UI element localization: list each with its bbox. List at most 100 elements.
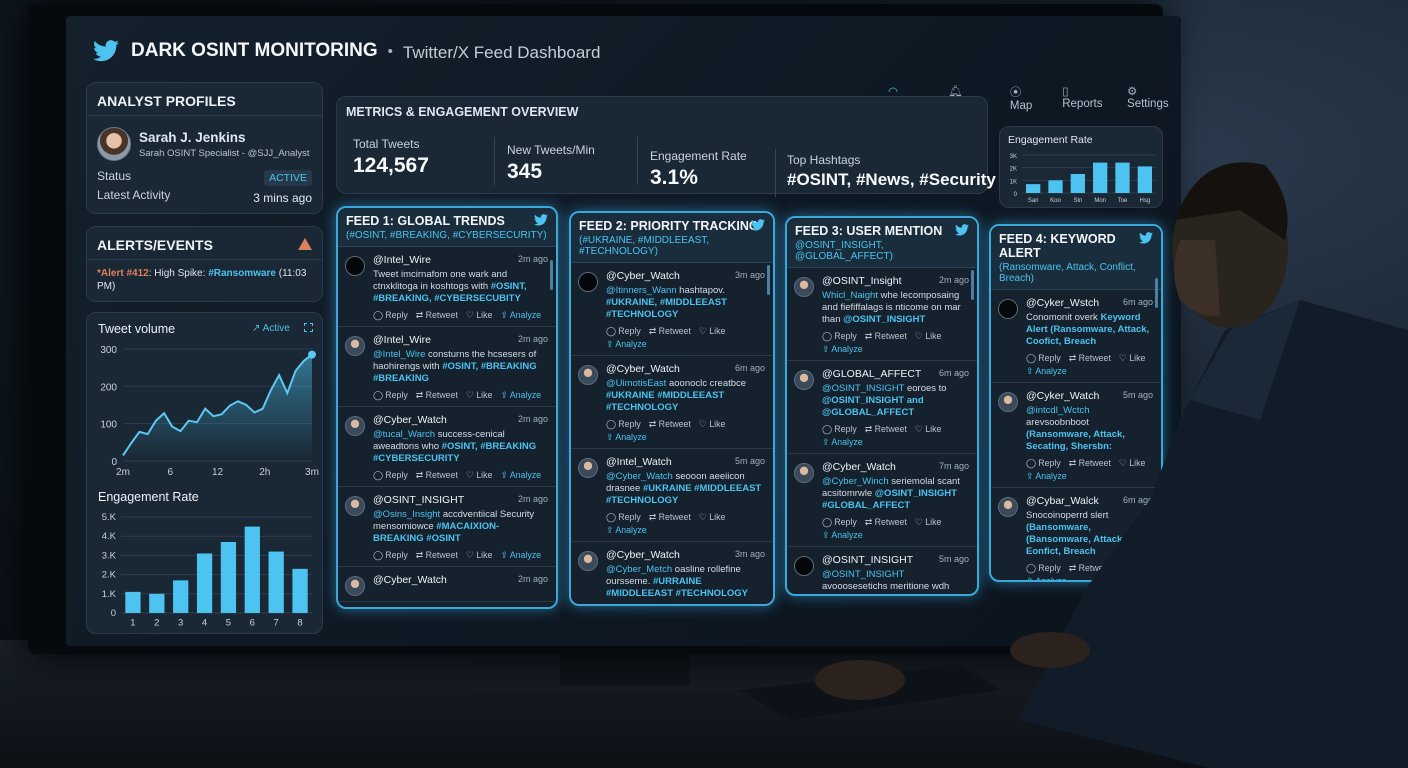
tweet-item[interactable]: @Cyber_Watch 2m ago (338, 567, 556, 602)
avatar[interactable] (345, 336, 365, 356)
like-button[interactable]: ♡ Like (465, 470, 493, 480)
scrollbar[interactable] (550, 260, 553, 290)
like-button[interactable]: ♡ Like (914, 424, 942, 434)
alert-tag[interactable]: #Ransomware (208, 268, 276, 279)
analyze-button[interactable]: ⇪ Analyze (822, 437, 863, 447)
tweet-mention[interactable]: @Intel_Wire (373, 349, 426, 360)
retweet-button[interactable]: ⇄ Retweet (415, 470, 458, 480)
tweet-handle[interactable]: @Cyber_Watch (606, 549, 680, 561)
tweet-tags[interactable]: #OSINT, #BREAKING, #CYBERSECUBITY (373, 281, 527, 304)
analyze-button[interactable]: ⇪ Analyze (606, 339, 647, 349)
reply-button[interactable]: ◯ Reply (1026, 353, 1061, 363)
scrollbar[interactable] (1155, 278, 1158, 308)
reply-button[interactable]: ◯ Reply (822, 424, 857, 434)
retweet-button[interactable]: ⇄ Retweet (1068, 563, 1111, 573)
avatar[interactable] (578, 365, 598, 385)
like-button[interactable]: ♡ Like (1118, 458, 1146, 468)
retweet-button[interactable]: ⇄ Retweet (648, 326, 691, 336)
tweet-item[interactable]: @Intel_Watch 5m ago @Cyber_Watch seooon ae… (571, 449, 773, 542)
expand-icon[interactable] (304, 323, 313, 332)
tweet-handle[interactable]: @Cyber_Watch (373, 414, 447, 426)
tweet-item[interactable]: @OSINT_INSIGHT 5m ago @OSINT_INSIGHT avooo… (787, 547, 977, 594)
tweet-handle[interactable]: @Intel_Wire (373, 254, 431, 266)
avatar[interactable] (578, 551, 598, 571)
tweet-tags[interactable]: (Bansomware, (Bansomware, Attack, Eonfic… (1026, 522, 1125, 557)
tweet-tags[interactable]: #UKRAINE, #MIDDLEEAST #TECHNOLOGY (606, 297, 727, 320)
tweet-item[interactable]: @OSINT_INSIGHT 2m ago @Osins_Insight accdv… (338, 487, 556, 567)
tweet-mention[interactable]: @intcdl_Wctch (1026, 405, 1090, 416)
tweet-handle[interactable]: @OSINT_INSIGHT (822, 554, 914, 566)
avatar[interactable] (998, 497, 1018, 517)
tweet-item[interactable]: @Cyber_Watch 2m ago @tucal_Warch success-c… (338, 407, 556, 487)
avatar[interactable] (578, 458, 598, 478)
tweet-tags[interactable]: @OSINT_INSIGHT #GLOBAL_AFFECT (822, 488, 957, 511)
tweet-handle[interactable]: @Cyker_Watch (1026, 390, 1100, 402)
retweet-button[interactable]: ⇄ Retweet (648, 512, 691, 522)
avatar[interactable] (794, 556, 814, 576)
analyze-button[interactable]: ⇪ Analyze (1026, 576, 1067, 580)
reply-button[interactable]: ◯ Reply (606, 326, 641, 336)
analyze-button[interactable]: ⇪ Analyze (822, 530, 863, 540)
reply-button[interactable]: ◯ Reply (373, 390, 408, 400)
reply-button[interactable]: ◯ Reply (822, 517, 857, 527)
tweet-tags[interactable]: #UKRAINE #MIDDLEEAST #TECHNOLOGY (606, 390, 725, 413)
tweet-tags[interactable]: #UKRAINE #MIDDLEEAST #TECHNOLOGY (606, 483, 762, 506)
reply-button[interactable]: ◯ Reply (822, 331, 857, 341)
like-button[interactable]: ♡ Like (698, 419, 726, 429)
retweet-button[interactable]: ⇄ Retweet (864, 424, 907, 434)
reply-button[interactable]: ◯ Reply (1026, 563, 1061, 573)
tweet-handle[interactable]: @OSINT_Insight (822, 275, 902, 287)
reply-button[interactable]: ◯ Reply (373, 310, 408, 320)
tweet-tags[interactable]: (Ransomware, Attack, Secating, Shersbn: (1026, 429, 1125, 452)
metric-value[interactable]: #OSINT, #News, #Security (787, 170, 996, 189)
analyze-button[interactable]: ⇪ Analyze (606, 525, 647, 535)
avatar[interactable] (345, 416, 365, 436)
retweet-button[interactable]: ⇄ Retweet (1068, 458, 1111, 468)
like-button[interactable]: ♡ Like (698, 326, 726, 336)
tweet-item[interactable]: @Cyker_Watch 5m ago @intcdl_Wctch arevsoob… (991, 383, 1161, 488)
tweet-handle[interactable]: @Cyber_Watch (606, 270, 680, 282)
avatar[interactable] (345, 496, 365, 516)
scrollbar[interactable] (767, 265, 770, 295)
tweet-handle[interactable]: @Cyber_Watch (822, 461, 896, 473)
tweet-item[interactable]: @Cyber_Watch 3m ago @Itinners_Wann hashtap… (571, 263, 773, 356)
avatar[interactable] (794, 370, 814, 390)
reply-button[interactable]: ◯ Reply (606, 512, 641, 522)
tweet-mention[interactable]: @OSINT_INSIGHT (822, 383, 905, 394)
like-button[interactable]: ♡ Like (914, 517, 942, 527)
nav-tab-map[interactable]: ⦿ Map (1010, 84, 1046, 117)
reply-button[interactable]: ◯ Reply (606, 419, 641, 429)
analyze-button[interactable]: ⇪ Analyze (1026, 366, 1067, 376)
avatar[interactable] (998, 392, 1018, 412)
tweet-mention[interactable]: @Cyber_Winch (822, 476, 889, 487)
like-button[interactable]: ♡ Like (465, 390, 493, 400)
tweet-mention[interactable]: @tucal_Warch (373, 429, 436, 440)
tweet-item[interactable]: @Intel_Wire 2m ago @Intel_Wire consturns t… (338, 327, 556, 407)
tweet-tags[interactable]: @OSINT_INSIGHT @GLOBAL_AFFECT (822, 593, 914, 594)
retweet-button[interactable]: ⇄ Retweet (415, 390, 458, 400)
avatar[interactable] (794, 463, 814, 483)
tweet-handle[interactable]: @Cyber_Watch (373, 574, 447, 586)
like-button[interactable]: ♡ Like (698, 512, 726, 522)
tweet-mention[interactable]: @UimotisEast (606, 378, 667, 389)
retweet-button[interactable]: ⇄ Retweet (864, 517, 907, 527)
tweet-mention[interactable]: @OSINT_INSIGHT (822, 569, 905, 580)
tweet-item[interactable]: @Cyker_Wstch 6m ago Conomonit overk Keywor… (991, 290, 1161, 383)
tweet-item[interactable]: @GLOBAL_AFFECT 6m ago @OSINT_INSIGHT eoroe… (787, 361, 977, 454)
analyze-button[interactable]: ⇪ Analyze (500, 310, 542, 320)
retweet-button[interactable]: ⇄ Retweet (648, 419, 691, 429)
nav-tab-settings[interactable]: ⚙ Settings (1127, 84, 1181, 117)
avatar[interactable] (794, 277, 814, 297)
scrollbar[interactable] (971, 270, 974, 300)
tweet-item[interactable]: @OSINT_Insight 2m ago Whicl_Naight whe lec… (787, 268, 977, 361)
analyze-button[interactable]: ⇪ Analyze (606, 432, 647, 442)
tweet-tags[interactable]: @OSINT_INSIGHT and @GLOBAL_AFFECT (822, 395, 924, 418)
analyze-button[interactable]: ⇪ Analyze (500, 470, 542, 480)
tweet-handle[interactable]: @OSINT_INSIGHT (373, 494, 465, 506)
tweet-tags[interactable]: #MACAIXION-BREAKING #OSINT (373, 521, 500, 544)
tweet-handle[interactable]: @Cybar_Walck (1026, 495, 1099, 507)
tweet-item[interactable]: @Cyber_Watch 7m ago @Cyber_Winch seriemola… (787, 454, 977, 547)
active-toggle[interactable]: ↗ Active (252, 323, 290, 334)
tweet-tags[interactable]: #OSINT, #BREAKING #BREAKING (373, 361, 537, 384)
reply-button[interactable]: ◯ Reply (1026, 458, 1061, 468)
